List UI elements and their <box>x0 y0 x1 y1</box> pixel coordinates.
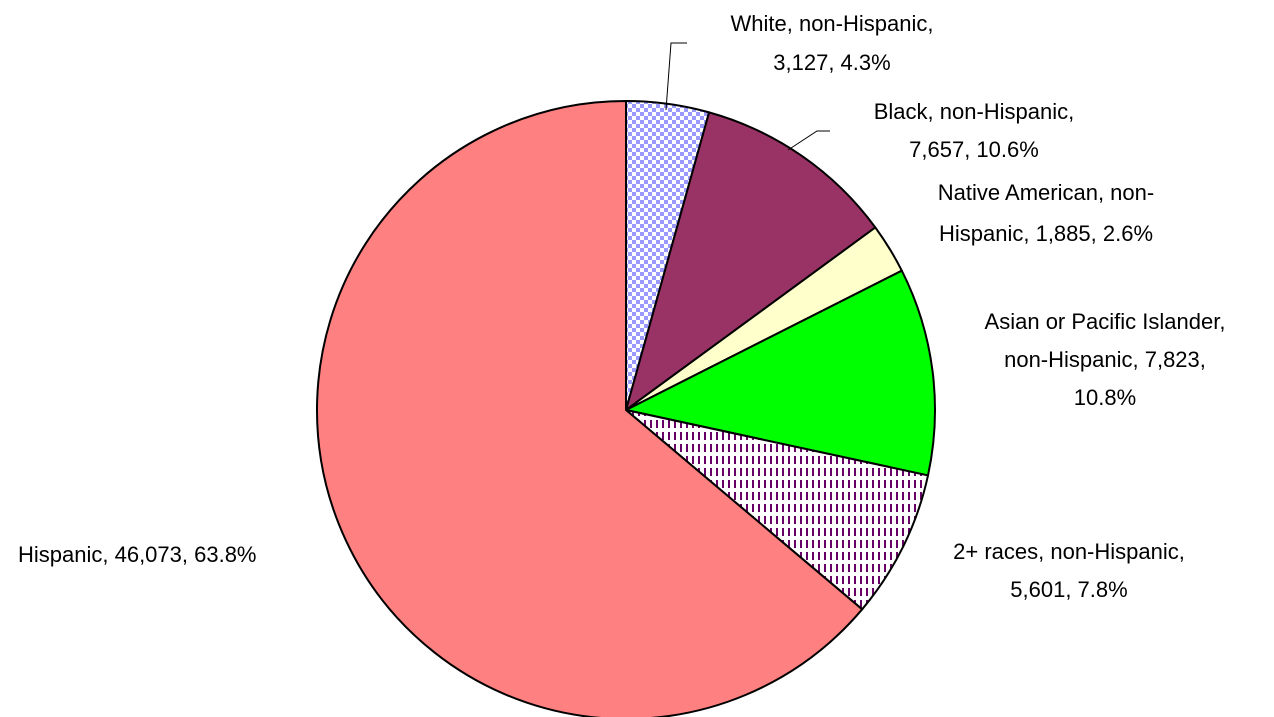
pie-slice-asian-or-pacific-islander-non-hispanic <box>625 269 936 477</box>
slice-label-hispanic: Hispanic, 46,073, 63.8% <box>18 542 257 567</box>
pie-slice-black-non-hispanic <box>625 111 877 411</box>
slice-label-white-non-hispanic: White, non-Hispanic, 3,127, 4.3% <box>731 11 934 75</box>
slice-label-native-american-non-hispanic: Native American, non- Hispanic, 1,885, 2.… <box>938 180 1154 246</box>
slice-label-line: Hispanic, 1,885, 2.6% <box>939 221 1153 246</box>
slice-label-line: non-Hispanic, 7,823, <box>1004 347 1206 372</box>
slice-label-line: 10.8% <box>1074 385 1136 410</box>
pie-slices <box>316 100 936 717</box>
slice-label-asian-or-pacific-islander-non-hispanic: Asian or Pacific Islander, non-Hispanic, … <box>985 309 1226 410</box>
slice-label-line: White, non-Hispanic, <box>731 11 934 36</box>
label-leader-lines <box>665 42 830 151</box>
slice-label-line: Hispanic, 46,073, 63.8% <box>18 542 257 567</box>
slice-label-line: 2+ races, non-Hispanic, <box>953 539 1185 564</box>
pie-slice-hispanic <box>316 100 864 717</box>
slice-label-line: Black, non-Hispanic, <box>874 99 1075 124</box>
leader-line-black-non-hispanic <box>787 130 830 151</box>
leader-line-white-non-hispanic <box>665 42 687 111</box>
slice-label-line: Asian or Pacific Islander, <box>985 309 1226 334</box>
slice-labels: White, non-Hispanic, 3,127, 4.3% Black, no… <box>18 11 1225 602</box>
slice-label-line: Native American, non- <box>938 180 1154 205</box>
slice-label-line: 3,127, 4.3% <box>773 50 890 75</box>
slice-label-line: 5,601, 7.8% <box>1010 577 1127 602</box>
slice-label-black-non-hispanic: Black, non-Hispanic, 7,657, 10.6% <box>874 99 1075 162</box>
slice-label-line: 7,657, 10.6% <box>909 137 1039 162</box>
pie-slice-2-races-non-hispanic <box>625 409 929 611</box>
slice-label-2-races-non-hispanic: 2+ races, non-Hispanic, 5,601, 7.8% <box>953 539 1185 602</box>
